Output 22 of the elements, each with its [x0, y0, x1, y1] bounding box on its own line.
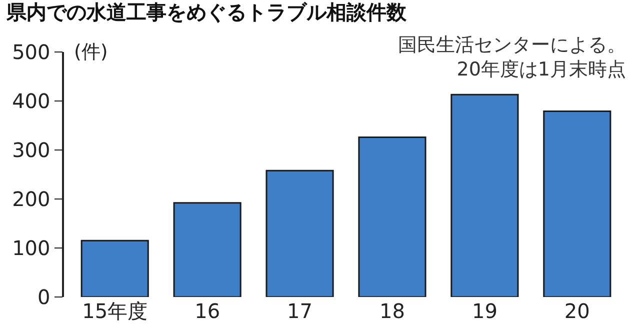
bar: [450, 94, 519, 297]
bar: [543, 110, 612, 297]
y-tick-label: 100: [12, 236, 50, 260]
bar: [358, 136, 426, 297]
bar: [80, 240, 149, 297]
y-tick-label: 500: [12, 40, 50, 64]
bar: [173, 202, 242, 297]
x-tick-label: 16: [194, 299, 220, 323]
annotation: 20年度は1月末時点: [456, 58, 626, 81]
bar: [266, 170, 334, 297]
x-tick-label: 19: [472, 299, 498, 323]
x-tick-label: 20: [564, 299, 590, 323]
x-tick-label: 18: [380, 299, 405, 323]
chart-title: 県内での水道工事をめぐるトラブル相談件数: [5, 0, 408, 24]
x-tick-label: 15年度: [82, 299, 148, 323]
x-tick-label: 17: [287, 299, 312, 323]
y-axis-title: (件): [74, 41, 108, 63]
y-tick-label: 300: [12, 138, 50, 162]
y-tick-label: 0: [38, 285, 50, 309]
annotation: 国民生活センターによる。: [398, 34, 626, 56]
y-tick-label: 200: [12, 187, 50, 211]
y-tick-label: 400: [12, 89, 50, 113]
